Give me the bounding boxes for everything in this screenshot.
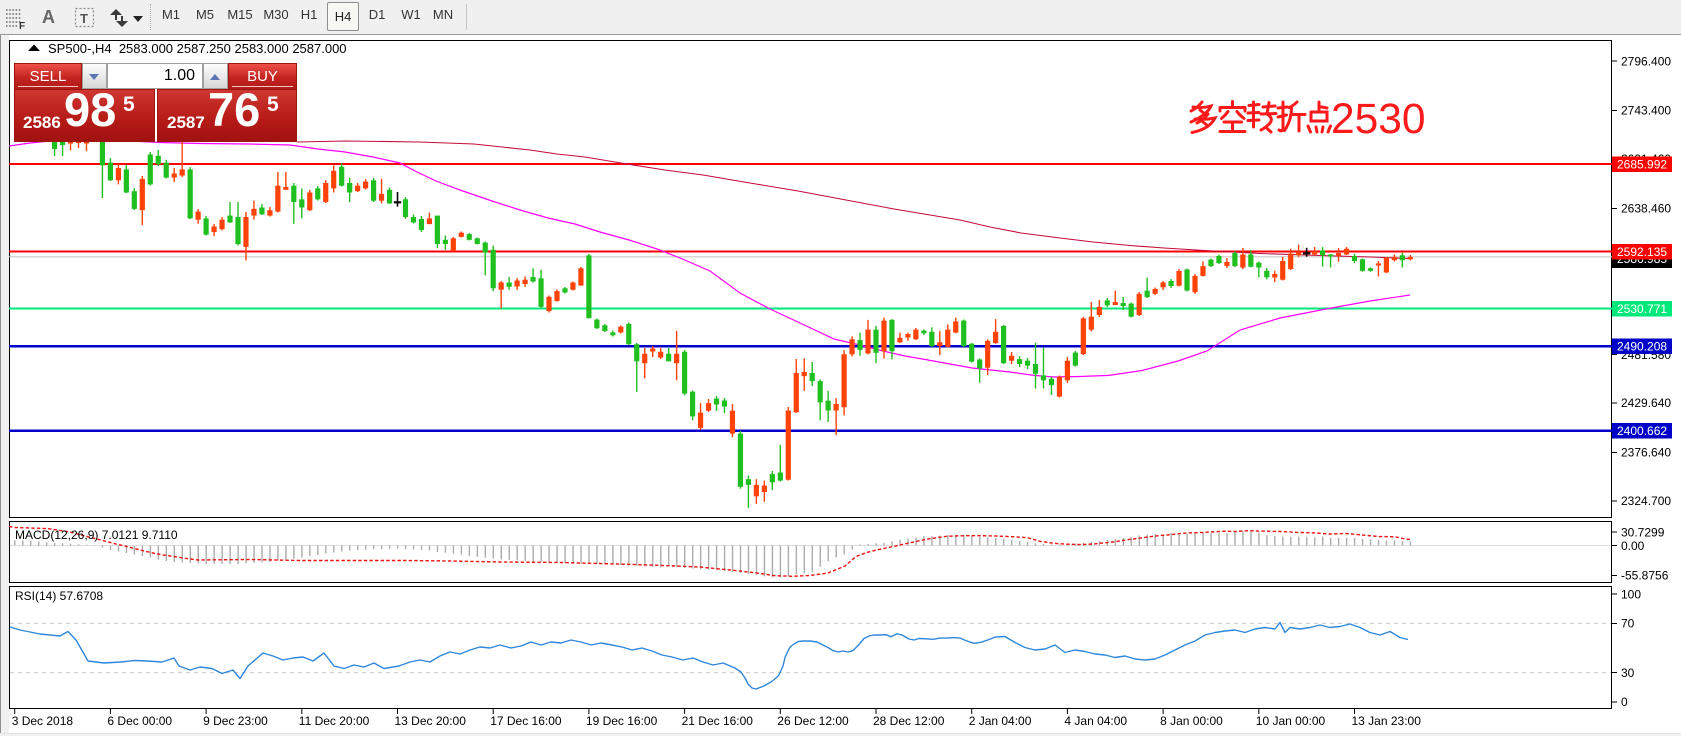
svg-text:13 Jan 23:00: 13 Jan 23:00: [1352, 714, 1422, 728]
svg-text:19 Dec 16:00: 19 Dec 16:00: [586, 714, 658, 728]
svg-text:MACD(12,26,9) 7.0121 9.7110: MACD(12,26,9) 7.0121 9.7110: [15, 528, 178, 542]
svg-text:30: 30: [1621, 666, 1635, 680]
svg-text:11 Dec 20:00: 11 Dec 20:00: [299, 714, 370, 728]
svg-text:30.7299: 30.7299: [1621, 525, 1665, 539]
svg-text:0.00: 0.00: [1621, 539, 1645, 553]
svg-text:2592.135: 2592.135: [1617, 245, 1667, 259]
svg-text:2400.662: 2400.662: [1617, 424, 1667, 438]
svg-text:2490.208: 2490.208: [1617, 339, 1667, 353]
svg-text:8 Jan 00:00: 8 Jan 00:00: [1160, 714, 1223, 728]
svg-text:21 Dec 16:00: 21 Dec 16:00: [682, 714, 754, 728]
svg-text:2796.400: 2796.400: [1621, 54, 1671, 68]
svg-text:70: 70: [1621, 617, 1635, 631]
svg-text:-55.8756: -55.8756: [1621, 569, 1669, 583]
svg-text:9 Dec 23:00: 9 Dec 23:00: [203, 714, 268, 728]
svg-text:13 Dec 20:00: 13 Dec 20:00: [395, 714, 467, 728]
svg-text:2376.640: 2376.640: [1621, 446, 1671, 460]
svg-text:F: F: [19, 21, 25, 30]
svg-text:2429.640: 2429.640: [1621, 396, 1671, 410]
svg-text:10 Jan 00:00: 10 Jan 00:00: [1256, 714, 1326, 728]
svg-text:17 Dec 16:00: 17 Dec 16:00: [490, 714, 562, 728]
svg-text:3 Dec 2018: 3 Dec 2018: [12, 714, 74, 728]
svg-text:4 Jan 04:00: 4 Jan 04:00: [1064, 714, 1127, 728]
svg-text:2743.400: 2743.400: [1621, 104, 1671, 118]
svg-text:2685.992: 2685.992: [1617, 157, 1667, 171]
svg-text:2530.771: 2530.771: [1617, 302, 1667, 316]
svg-text:2530: 2530: [1331, 96, 1426, 143]
svg-text:100: 100: [1621, 587, 1641, 601]
svg-text:26 Dec 12:00: 26 Dec 12:00: [777, 714, 849, 728]
svg-text:T: T: [80, 11, 88, 26]
svg-text:RSI(14) 57.6708: RSI(14) 57.6708: [15, 589, 103, 603]
svg-text:0: 0: [1621, 695, 1628, 709]
svg-text:2324.700: 2324.700: [1621, 494, 1671, 508]
svg-text:SP500-,H4 2583.000 2587.250 2: SP500-,H4 2583.000 2587.250 2583.000 258…: [48, 41, 347, 56]
svg-text:6 Dec 00:00: 6 Dec 00:00: [107, 714, 172, 728]
svg-text:2638.460: 2638.460: [1621, 202, 1671, 216]
svg-text:2 Jan 04:00: 2 Jan 04:00: [969, 714, 1032, 728]
svg-text:28 Dec 12:00: 28 Dec 12:00: [873, 714, 945, 728]
